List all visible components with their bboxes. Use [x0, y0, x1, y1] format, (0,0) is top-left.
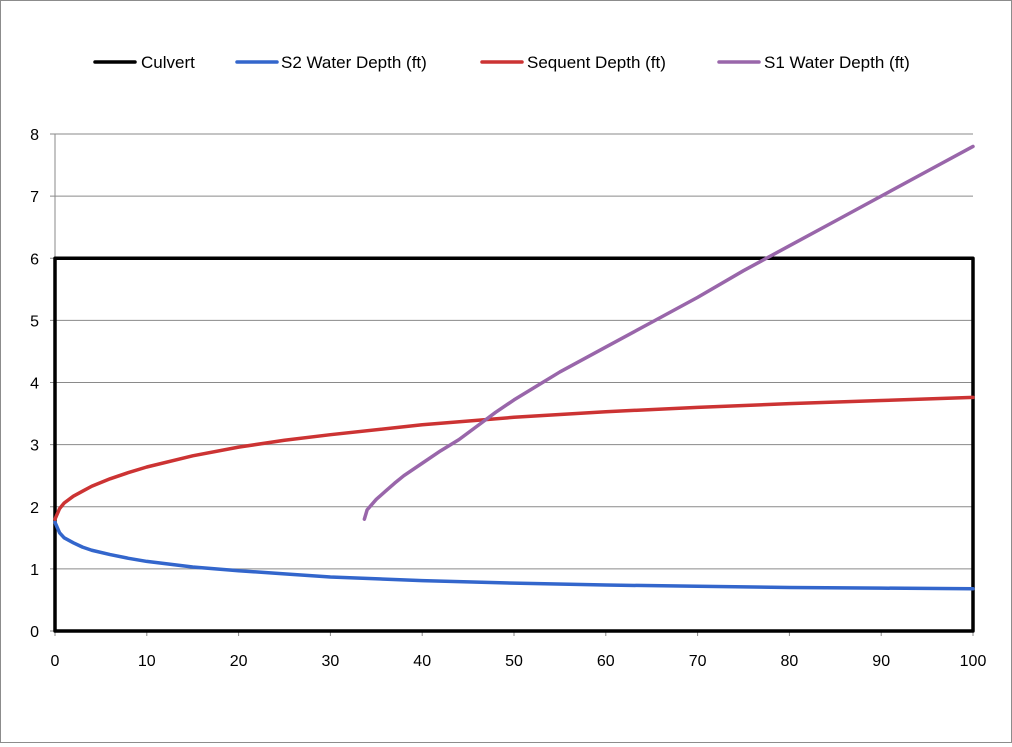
y-tick-label: 5	[30, 313, 39, 330]
legend-item: Culvert	[93, 53, 195, 72]
y-tick-label: 0	[30, 624, 39, 641]
y-tick-label: 1	[30, 562, 39, 579]
x-tick-label: 0	[51, 653, 60, 670]
series-layer	[53, 144, 975, 633]
grid-layer	[55, 133, 973, 570]
x-tick-label: 80	[781, 653, 799, 670]
series-line-s1-water-depth	[362, 144, 975, 521]
series-line-sequent-depth	[53, 395, 975, 521]
x-tick-label: 90	[872, 653, 890, 670]
x-tick-label: 60	[597, 653, 615, 670]
legend-item: S1 Water Depth (ft)	[717, 53, 910, 72]
legend-item: S2 Water Depth (ft)	[235, 53, 427, 72]
x-tick-label: 20	[230, 653, 248, 670]
y-tick-label: 2	[30, 500, 39, 517]
series-line-culvert	[53, 256, 975, 633]
legend-label: S1 Water Depth (ft)	[764, 53, 910, 72]
x-tick-label: 70	[689, 653, 707, 670]
x-tick-label: 100	[960, 653, 987, 670]
y-tick-label: 6	[30, 251, 39, 268]
y-tick-label: 8	[30, 127, 39, 144]
x-tick-label: 40	[413, 653, 431, 670]
series-line-s2-water-depth	[53, 520, 975, 591]
x-tick-label: 10	[138, 653, 156, 670]
y-tick-label: 3	[30, 438, 39, 455]
x-tick-label: 50	[505, 653, 523, 670]
legend-label: Culvert	[141, 53, 195, 72]
x-tick-label: 30	[322, 653, 340, 670]
legend-layer: Culvert S2 Water Depth (ft) Sequent Depth …	[93, 53, 910, 72]
legend-item: Sequent Depth (ft)	[480, 53, 666, 72]
y-tick-label: 7	[30, 189, 39, 206]
legend-label: S2 Water Depth (ft)	[281, 53, 427, 72]
legend-label: Sequent Depth (ft)	[527, 53, 666, 72]
y-tick-label: 4	[30, 376, 39, 393]
